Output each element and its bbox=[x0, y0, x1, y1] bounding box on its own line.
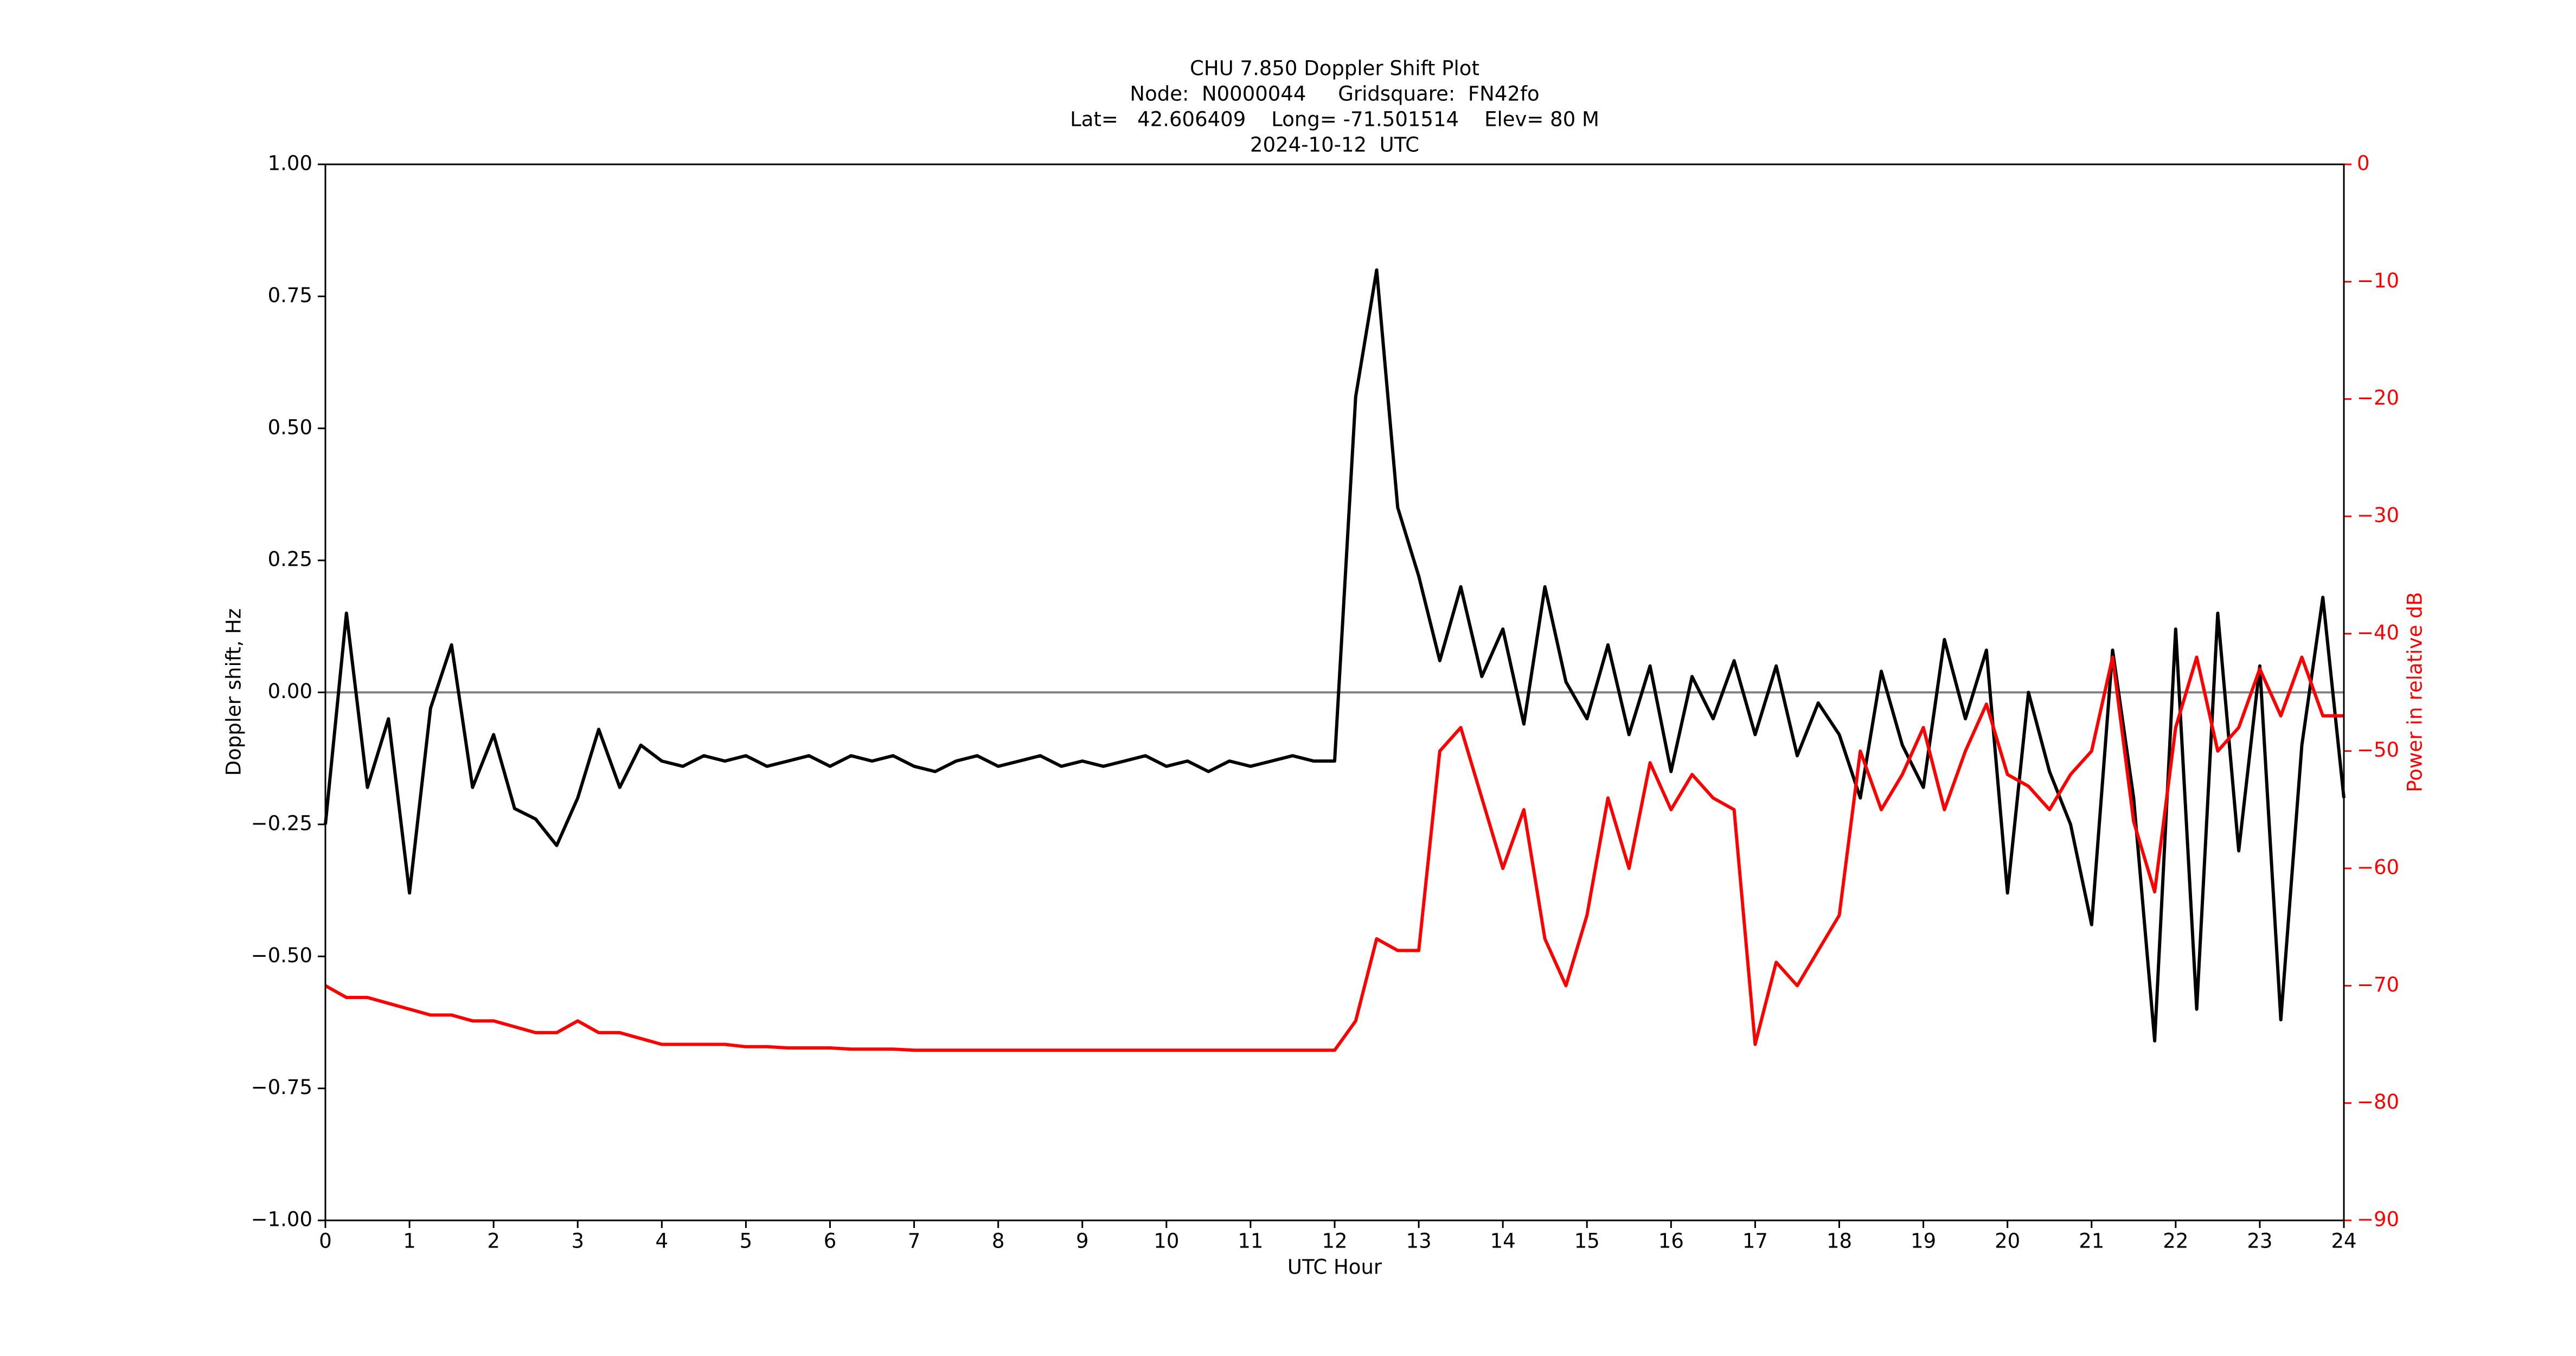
y2-tick-label: −40 bbox=[2357, 621, 2399, 644]
x-tick-label: 3 bbox=[571, 1230, 584, 1253]
y2-axis-label: Power in relative dB bbox=[2404, 592, 2427, 792]
line-series bbox=[324, 655, 2344, 1052]
x-tick-label: 23 bbox=[2247, 1230, 2272, 1253]
x-axis-label: UTC Hour bbox=[1287, 1256, 1382, 1279]
chart-title: Node: N0000044 Gridsquare: FN42fo bbox=[1130, 82, 1539, 106]
y-tick-label: 1.00 bbox=[268, 152, 312, 175]
y-tick-label: 0.75 bbox=[268, 284, 312, 307]
plot-frame bbox=[324, 163, 2345, 1221]
x-tick-label: 11 bbox=[1238, 1230, 1263, 1253]
x-tick-label: 16 bbox=[1658, 1230, 1684, 1253]
y2-tick-label: −50 bbox=[2357, 738, 2399, 762]
x-tick-label: 14 bbox=[1490, 1230, 1516, 1253]
chart-title: 2024-10-12 UTC bbox=[1250, 133, 1419, 157]
chart-title: Lat= 42.606409 Long= -71.501514 Elev= 80… bbox=[1070, 108, 1599, 131]
y2-tick-label: −20 bbox=[2357, 386, 2399, 410]
y-axis-label: Doppler shift, Hz bbox=[222, 609, 246, 776]
y2-tick-label: −60 bbox=[2357, 856, 2399, 879]
x-tick-label: 2 bbox=[487, 1230, 500, 1253]
y2-tick-label: −80 bbox=[2357, 1090, 2399, 1114]
y2-tick-label: −90 bbox=[2357, 1208, 2399, 1231]
x-tick-label: 21 bbox=[2079, 1230, 2104, 1253]
y-tick-label: −0.75 bbox=[251, 1076, 312, 1099]
x-tick-label: 13 bbox=[1406, 1230, 1432, 1253]
x-tick-label: 7 bbox=[908, 1230, 921, 1253]
x-tick-label: 6 bbox=[824, 1230, 837, 1253]
y2-tick-label: 0 bbox=[2357, 152, 2370, 175]
x-tick-label: 1 bbox=[403, 1230, 416, 1253]
x-tick-label: 24 bbox=[2331, 1230, 2356, 1253]
line-series bbox=[324, 268, 2346, 1042]
y-tick-label: 0.00 bbox=[268, 680, 312, 703]
x-tick-label: 10 bbox=[1154, 1230, 1179, 1253]
x-tick-label: 22 bbox=[2163, 1230, 2188, 1253]
y2-tick-label: −30 bbox=[2357, 504, 2399, 527]
y-tick-label: −0.25 bbox=[251, 811, 312, 835]
chart-title: CHU 7.850 Doppler Shift Plot bbox=[1190, 57, 1479, 80]
x-tick-label: 20 bbox=[1995, 1230, 2020, 1253]
x-tick-label: 12 bbox=[1322, 1230, 1347, 1253]
x-tick-label: 0 bbox=[319, 1230, 332, 1253]
x-tick-label: 17 bbox=[1742, 1230, 1768, 1253]
y2-tick-label: −10 bbox=[2357, 269, 2399, 292]
x-tick-label: 15 bbox=[1574, 1230, 1600, 1253]
x-tick-label: 4 bbox=[656, 1230, 669, 1253]
y-tick-label: −1.00 bbox=[251, 1208, 312, 1231]
x-tick-label: 9 bbox=[1076, 1230, 1089, 1253]
x-tick-label: 18 bbox=[1827, 1230, 1852, 1253]
y-tick-label: −0.50 bbox=[251, 944, 312, 967]
y-tick-label: 0.50 bbox=[268, 415, 312, 439]
x-tick-label: 5 bbox=[740, 1230, 753, 1253]
y2-tick-label: −70 bbox=[2357, 973, 2399, 996]
x-tick-label: 8 bbox=[992, 1230, 1005, 1253]
x-tick-label: 19 bbox=[1911, 1230, 1936, 1253]
y-tick-label: 0.25 bbox=[268, 548, 312, 571]
